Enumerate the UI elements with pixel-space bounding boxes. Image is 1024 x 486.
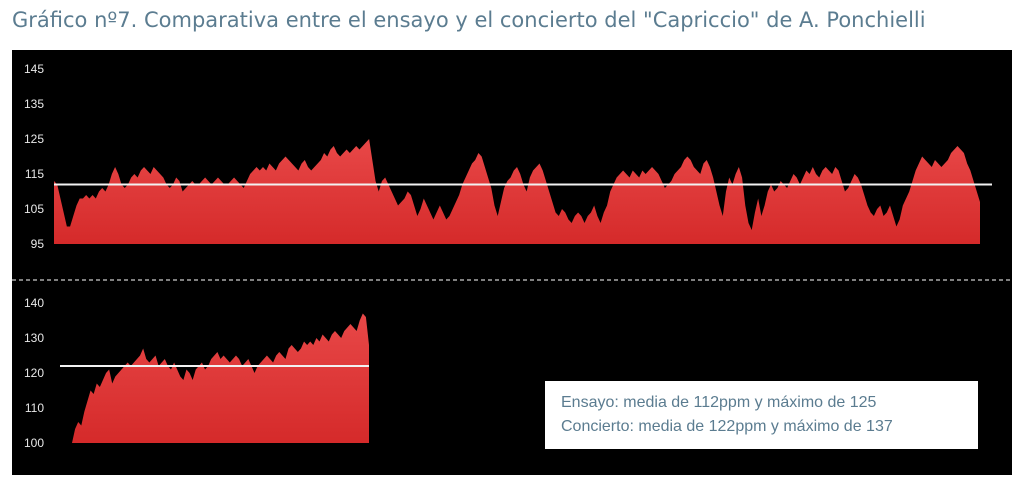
- concert-y-tick-label: 120: [24, 366, 44, 380]
- chart-container: 95 105 115 125 135 145 100 110 120 130 140: [12, 50, 1012, 475]
- rehearsal-y-tick-label: 95: [31, 237, 45, 251]
- rehearsal-y-tick-label: 135: [24, 97, 44, 111]
- concert-y-tick-label: 140: [24, 296, 44, 310]
- concert-y-tick-label: 130: [24, 331, 44, 345]
- concert-y-tick-label: 100: [24, 436, 44, 450]
- concert-panel: 100 110 120 130 140: [24, 296, 369, 450]
- stats-legend-box: Ensayo: media de 112ppm y máximo de 125 …: [545, 381, 978, 449]
- rehearsal-y-tick-label: 125: [24, 132, 44, 146]
- rehearsal-y-tick-label: 145: [24, 62, 44, 76]
- concert-stats-text: Concierto: media de 122ppm y máximo de 1…: [561, 418, 893, 435]
- rehearsal-stats-text: Ensayo: media de 112ppm y máximo de 125: [561, 394, 877, 411]
- concert-y-tick-label: 110: [25, 401, 44, 415]
- rehearsal-y-tick-label: 105: [24, 202, 44, 216]
- rehearsal-panel: 95 105 115 125 135 145: [24, 62, 992, 251]
- chart-title: Gráfico nº7. Comparativa entre el ensayo…: [12, 8, 926, 32]
- concert-heart-rate-area: [72, 313, 369, 443]
- chart-svg: 95 105 115 125 135 145 100 110 120 130 140: [12, 50, 1012, 475]
- rehearsal-y-tick-label: 115: [25, 167, 44, 181]
- rehearsal-heart-rate-area: [54, 139, 980, 244]
